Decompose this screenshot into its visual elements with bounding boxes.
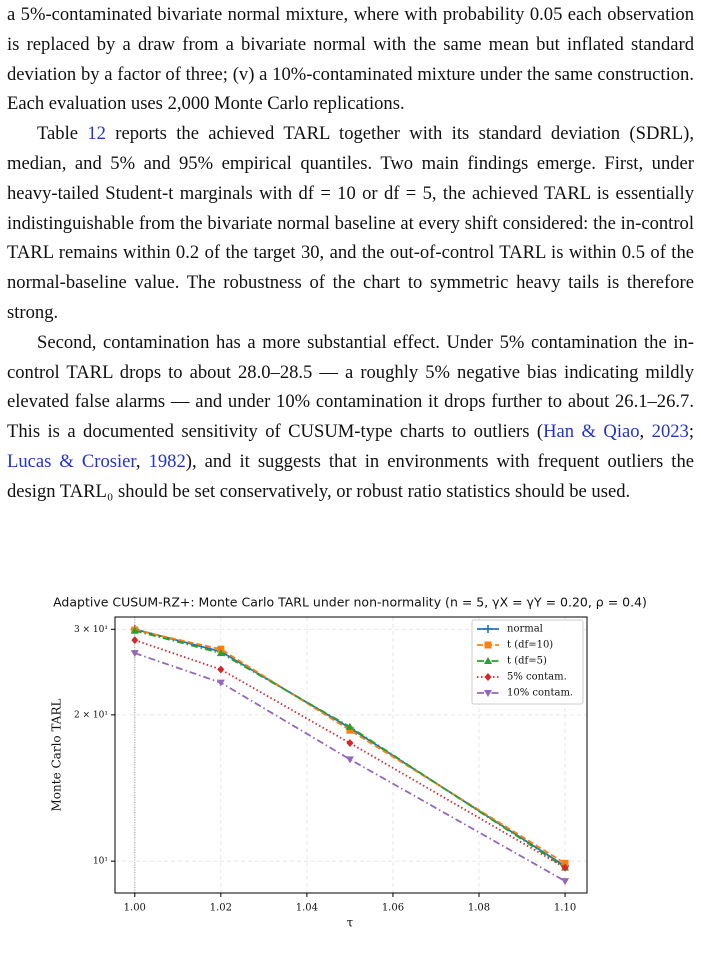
marker	[561, 878, 570, 886]
marker	[484, 657, 492, 664]
marker	[484, 690, 492, 697]
y-tick-label: 2 × 10¹	[74, 710, 108, 720]
marker	[561, 863, 569, 872]
marker	[345, 756, 354, 764]
text-run: Second, contamination has a more substan…	[7, 331, 694, 443]
marker	[131, 636, 139, 645]
text-run: reports the achieved TARL together with …	[7, 123, 694, 323]
marker	[217, 665, 225, 674]
marker	[216, 649, 225, 657]
paragraph: a 5%-contaminated bivariate normal mixtu…	[7, 0, 694, 119]
x-axis-label: τ	[347, 916, 354, 930]
marker	[216, 679, 225, 687]
x-tick-label: 1.00	[124, 903, 146, 914]
marker	[561, 859, 569, 867]
legend-label: normal	[507, 624, 543, 635]
legend-box	[471, 619, 584, 705]
x-tick-label: 1.10	[554, 903, 576, 914]
text-run: ), and it suggests that in environments …	[7, 450, 694, 502]
x-tick-label: 1.04	[296, 903, 318, 914]
x-tick-label: 1.02	[210, 903, 232, 914]
y-tick-label: 10¹	[93, 857, 108, 867]
marker	[130, 626, 139, 634]
series-line	[134, 652, 566, 882]
body-text: a 5%-contaminated bivariate normal mixtu…	[7, 0, 694, 507]
citation-link[interactable]: 2023	[651, 421, 689, 443]
text-run: a 5%-contaminated bivariate normal mixtu…	[7, 4, 694, 115]
text-run: ,	[639, 421, 652, 443]
marker	[484, 673, 492, 681]
marker	[345, 722, 354, 730]
marker	[484, 641, 492, 649]
text-run: ,	[135, 450, 149, 472]
legend-label: t (df=5)	[507, 656, 547, 667]
marker	[346, 739, 354, 748]
citation-link[interactable]: 1982	[148, 450, 186, 472]
x-tick-label: 1.08	[468, 903, 490, 914]
y-axis-label: Monte Carlo TARL	[50, 699, 64, 812]
series-line	[134, 639, 566, 869]
citation-link[interactable]: 12	[87, 123, 106, 145]
chart-title: Adaptive CUSUM-RZ+: Monte Carlo TARL und…	[53, 595, 647, 610]
marker	[484, 625, 492, 633]
text-run: Table	[37, 123, 88, 145]
paragraph: Table 12 reports the achieved TARL toget…	[7, 119, 694, 328]
legend-label: 5% contam.	[507, 672, 567, 683]
citation-link[interactable]: Han & Qiao	[543, 421, 640, 443]
legend-label: t (df=10)	[507, 640, 553, 651]
chart: Adaptive CUSUM-RZ+: Monte Carlo TARL und…	[50, 595, 647, 930]
legend-label: 10% contam.	[507, 688, 573, 699]
paragraph: Second, contamination has a more substan…	[7, 328, 694, 507]
marker	[346, 726, 354, 734]
x-tick-label: 1.06	[382, 903, 404, 914]
series-line	[134, 629, 566, 869]
y-tick-label: 3 × 10¹	[74, 625, 108, 635]
citation-link[interactable]: Lucas & Crosier	[7, 450, 136, 472]
text-run: ;	[688, 421, 694, 443]
plot-frame	[114, 616, 588, 894]
marker	[130, 650, 139, 658]
